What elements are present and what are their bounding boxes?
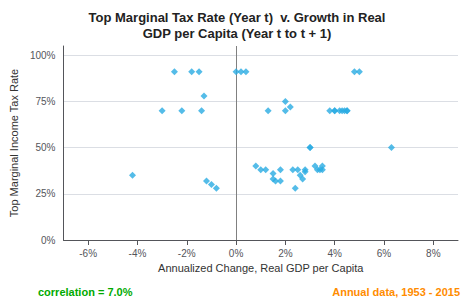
svg-text:Top Marginal Income Tax Rate: Top Marginal Income Tax Rate <box>8 69 20 217</box>
svg-text:-6%: -6% <box>79 248 97 259</box>
svg-text:Top Marginal Tax Rate (Year t): Top Marginal Tax Rate (Year t) v. Growth… <box>89 10 386 25</box>
svg-text:GDP per Capita (Year t to t +: GDP per Capita (Year t to t + 1) <box>143 26 332 41</box>
svg-text:Annual data, 1953 - 2015: Annual data, 1953 - 2015 <box>332 286 460 298</box>
svg-text:Annualized Change, Real GDP pe: Annualized Change, Real GDP per Capita <box>158 262 364 274</box>
svg-text:8%: 8% <box>426 248 441 259</box>
svg-text:25%: 25% <box>35 188 55 199</box>
svg-text:correlation = 7.0%: correlation = 7.0% <box>38 286 133 298</box>
svg-text:-2%: -2% <box>178 248 196 259</box>
svg-text:75%: 75% <box>35 96 55 107</box>
svg-text:0%: 0% <box>41 235 56 246</box>
svg-text:4%: 4% <box>327 248 342 259</box>
svg-text:2%: 2% <box>278 248 293 259</box>
svg-text:100%: 100% <box>30 50 56 61</box>
svg-text:-4%: -4% <box>129 248 147 259</box>
svg-text:6%: 6% <box>377 248 392 259</box>
svg-text:50%: 50% <box>35 142 55 153</box>
svg-text:0%: 0% <box>229 248 244 259</box>
